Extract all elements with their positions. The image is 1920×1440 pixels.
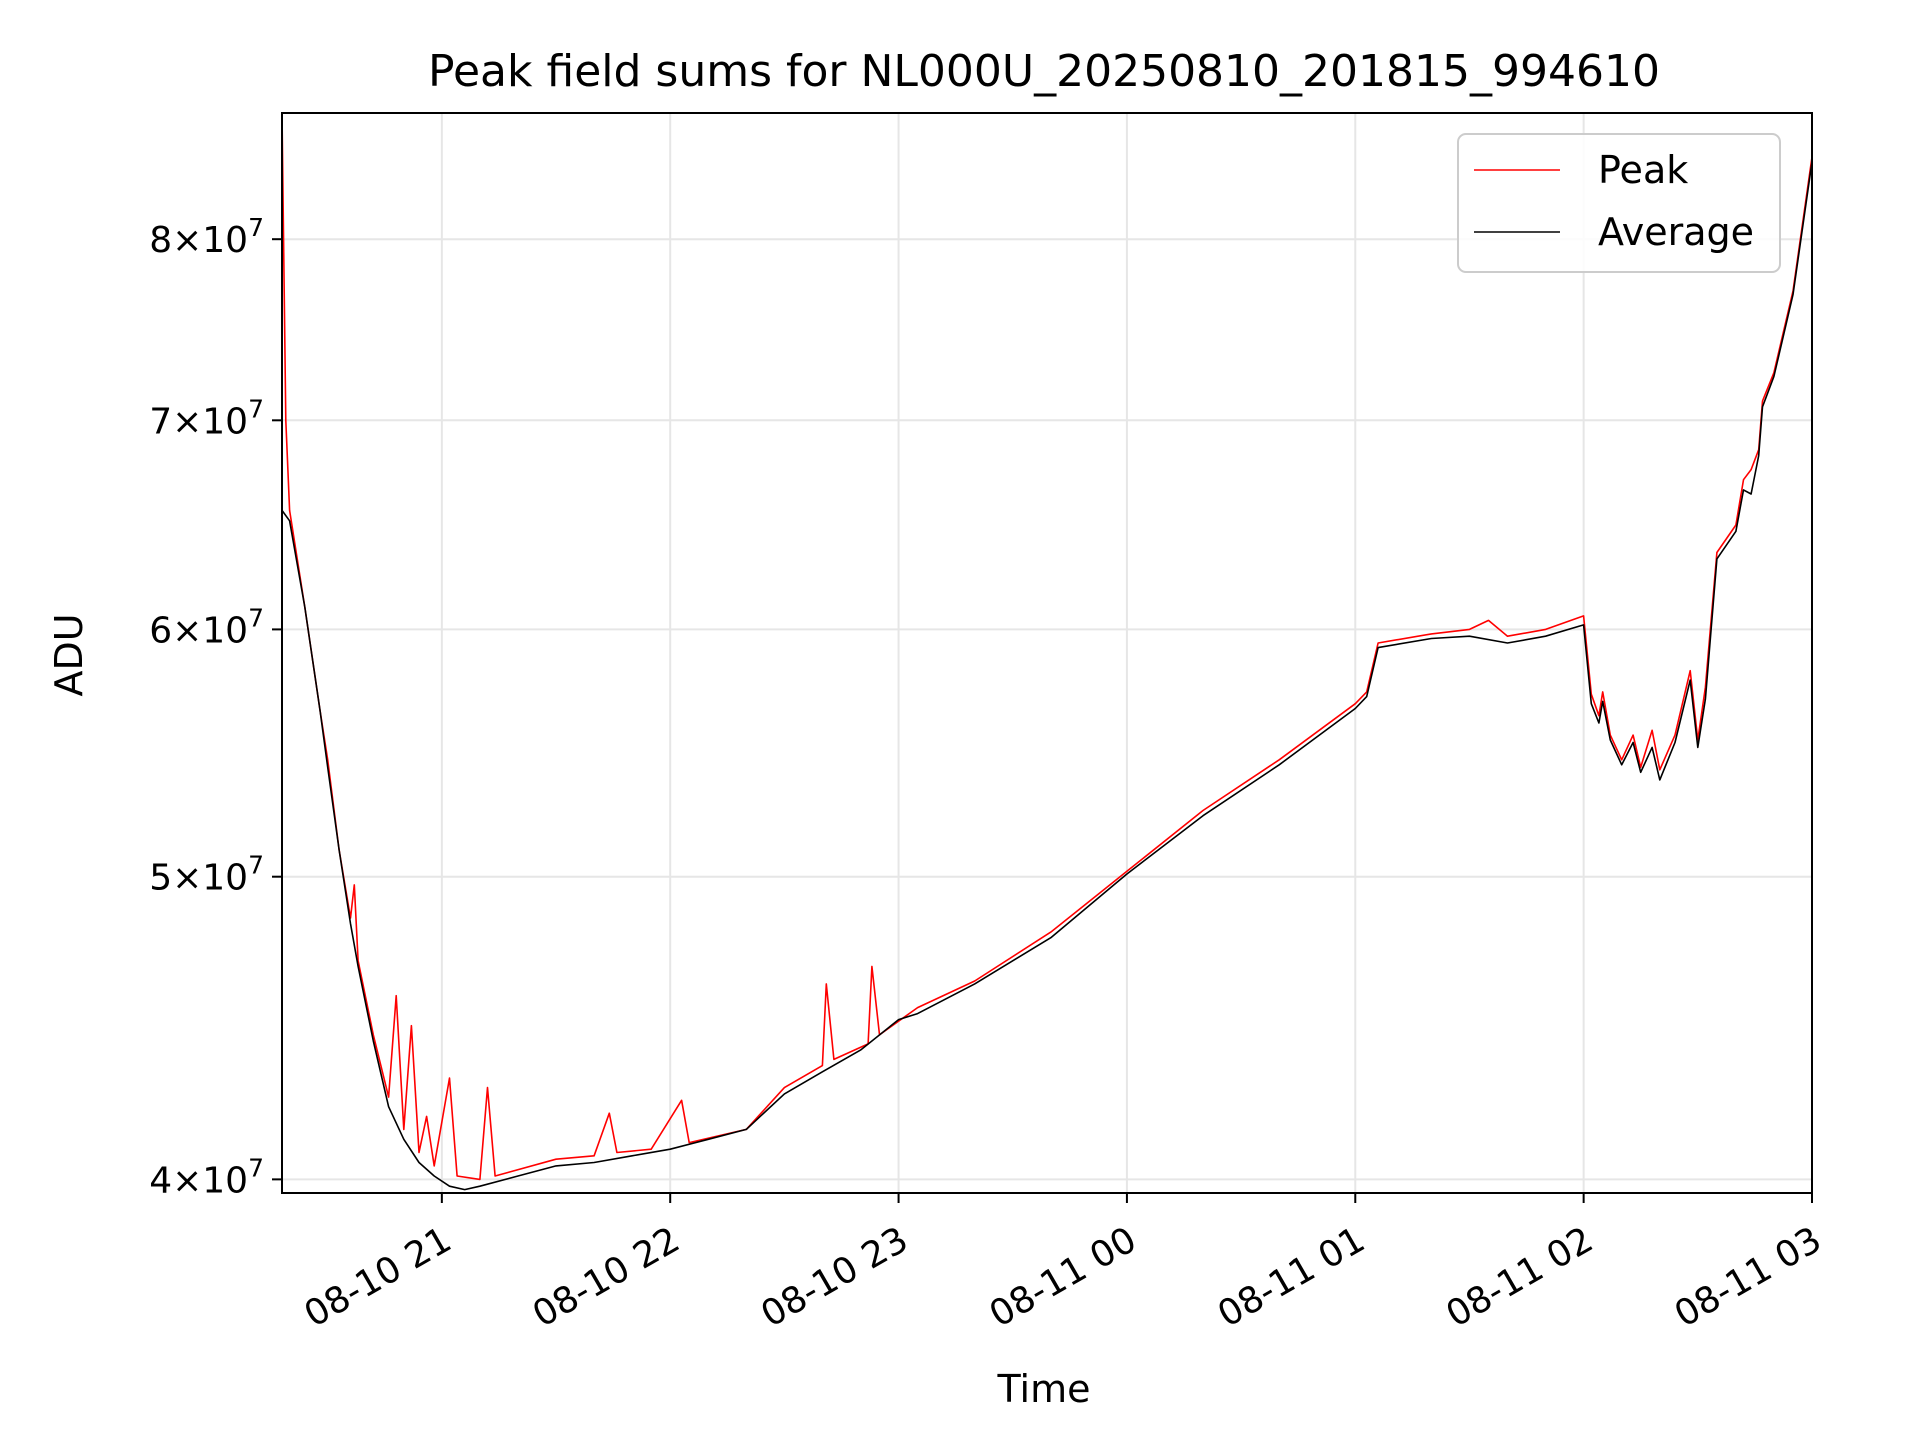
y-tick-label: 8×107 (149, 213, 264, 261)
legend: Peak Average (1457, 133, 1781, 273)
y-axis-label: ADU (47, 613, 91, 696)
legend-box (1457, 133, 1781, 273)
series-line-peak (281, 112, 1813, 1181)
y-tick-label: 5×107 (149, 851, 264, 899)
legend-label-peak: Peak (1598, 148, 1688, 192)
y-axis-ticks: 4×107 5×107 6×107 7×107 8×107 (149, 213, 282, 1201)
y-tick-label: 4×107 (149, 1153, 264, 1201)
series-layer (281, 112, 1813, 1191)
y-tick-label: 6×107 (149, 603, 264, 651)
legend-label-average: Average (1598, 210, 1754, 254)
series-line-average (281, 161, 1813, 1191)
y-tick-label: 7×107 (149, 394, 264, 442)
chart-title: Peak field sums for NL000U_20250810_2018… (428, 46, 1660, 97)
plot-frame (281, 112, 1813, 1194)
x-axis-label: Time (997, 1367, 1091, 1411)
